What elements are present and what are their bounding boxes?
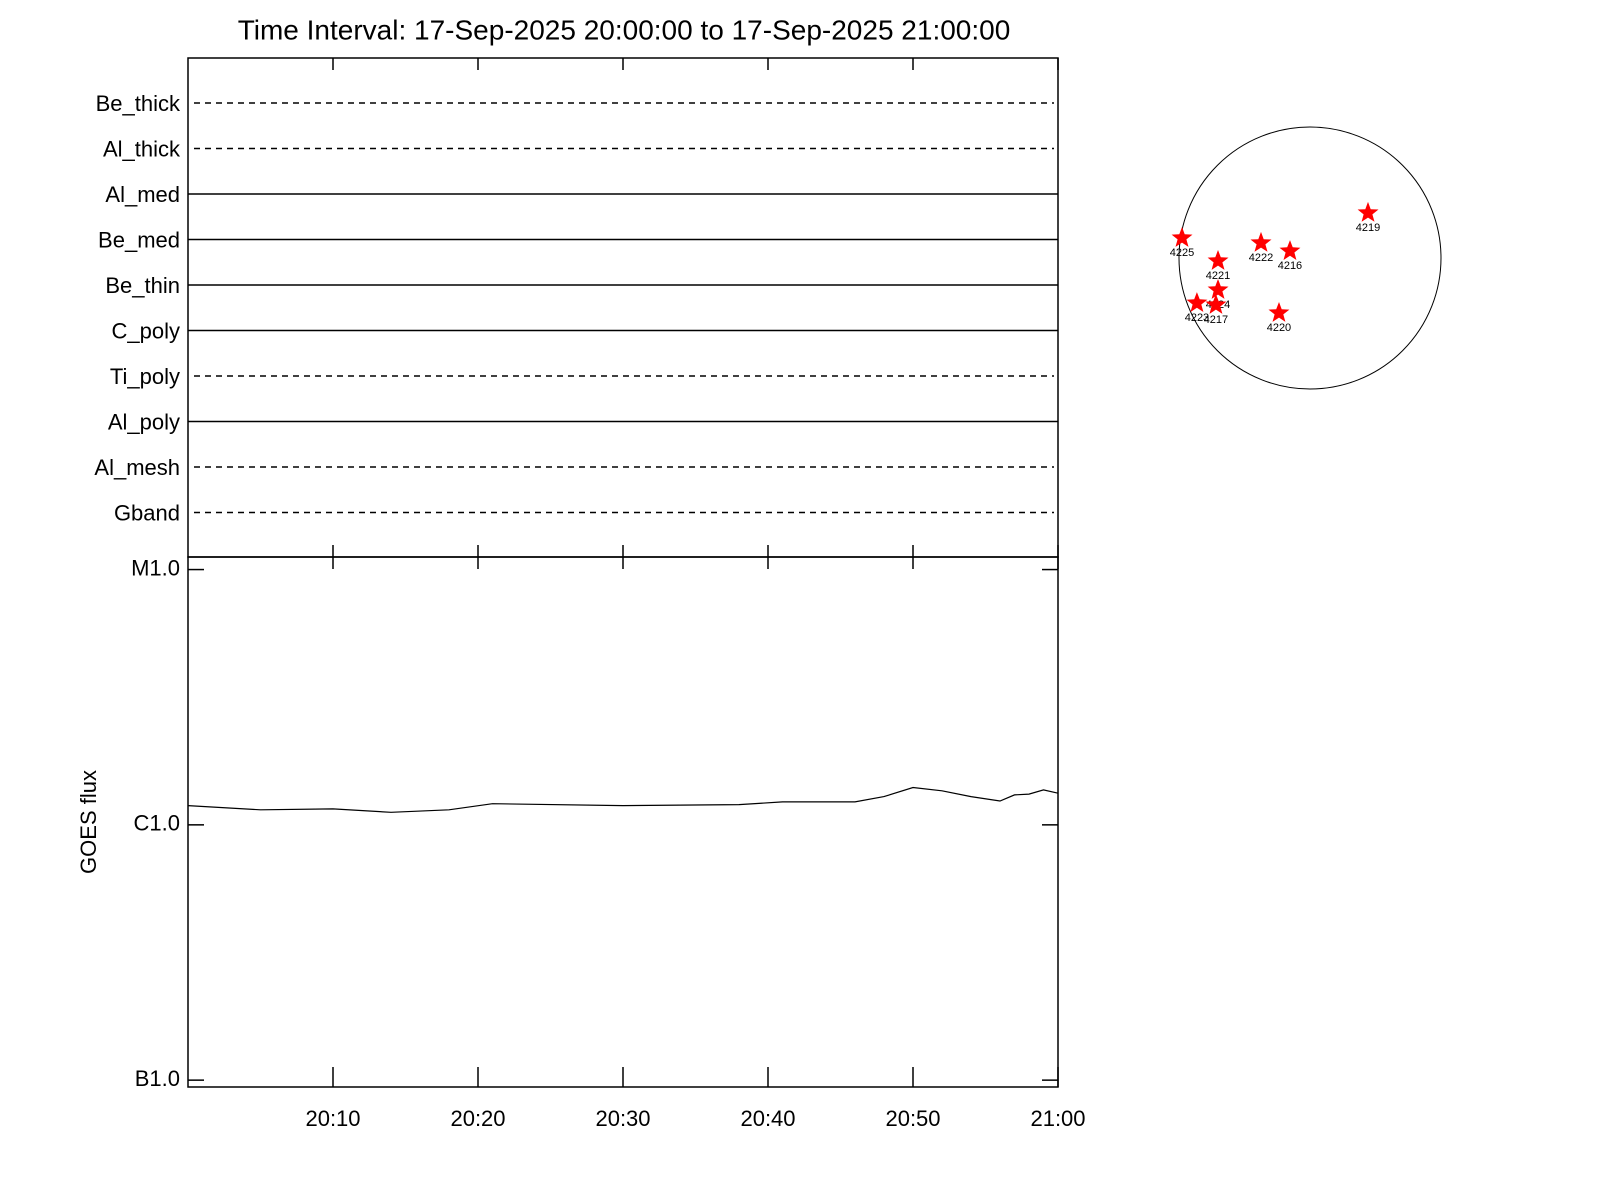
filter-label: Be_thick [96, 91, 181, 116]
x-tick-label: 20:10 [305, 1106, 360, 1131]
filter-label: Be_med [98, 227, 180, 252]
filter-label: Gband [114, 500, 180, 525]
active-region [1357, 201, 1379, 222]
filter-label: C_poly [112, 318, 180, 343]
active-region-label: 4225 [1170, 247, 1194, 259]
filter-label: Al_med [105, 182, 180, 207]
y-axis-label: GOES flux [76, 770, 101, 874]
filter-label: Be_thin [105, 273, 180, 298]
active-region-label: 4223 [1185, 312, 1209, 324]
y-tick-label: C1.0 [134, 811, 180, 836]
active-region [1250, 231, 1272, 252]
filter-label: Al_poly [108, 409, 180, 434]
y-tick-label: B1.0 [135, 1066, 180, 1091]
x-tick-label: 20:30 [595, 1106, 650, 1131]
active-region [1207, 279, 1229, 299]
active-region-label: 4219 [1356, 222, 1380, 234]
active-region [1205, 294, 1227, 314]
active-region [1268, 302, 1290, 322]
active-region-label: 4221 [1206, 270, 1230, 282]
x-tick-label: 20:50 [885, 1106, 940, 1131]
active-region [1186, 292, 1208, 312]
goes-line [187, 786, 1059, 813]
x-tick-label: 20:40 [740, 1106, 795, 1131]
filter-label: Al_mesh [94, 455, 180, 480]
active-region-label: 4216 [1278, 260, 1302, 272]
y-tick-label: M1.0 [131, 555, 180, 580]
x-tick-label: 20:20 [450, 1106, 505, 1131]
filter-label: Al_thick [103, 136, 181, 161]
active-region [1171, 227, 1193, 247]
x-tick-label: 21:00 [1030, 1106, 1085, 1131]
solar-disk [1178, 126, 1442, 390]
active-region-label: 4217 [1204, 314, 1228, 326]
active-region-label: 4222 [1249, 252, 1273, 264]
active-region-label: 4220 [1267, 322, 1291, 334]
chart-title: Time Interval: 17-Sep-2025 20:00:00 to 1… [238, 14, 1011, 45]
active-region [1207, 250, 1229, 270]
filter-label: Ti_poly [110, 364, 180, 389]
active-region [1279, 240, 1301, 260]
